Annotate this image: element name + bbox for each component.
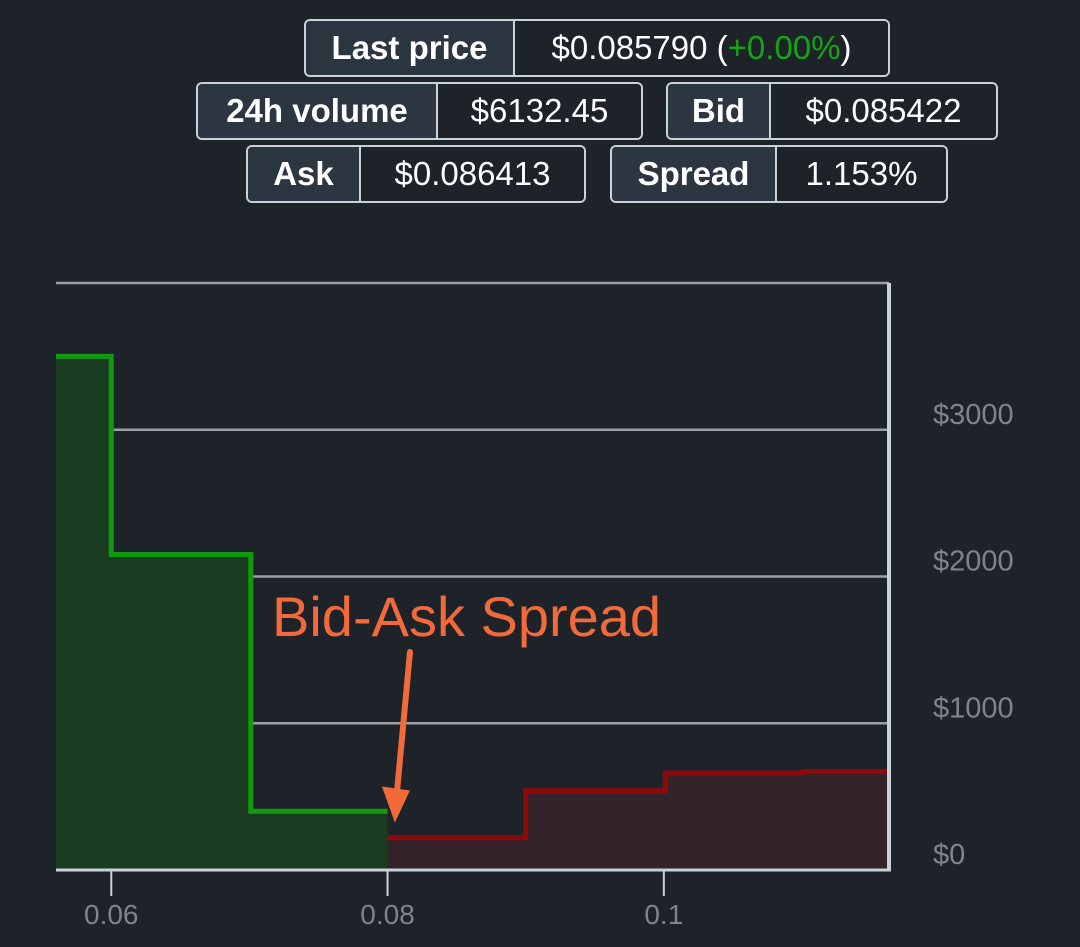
- axes: [56, 283, 891, 896]
- stat-value: 1.153%: [777, 147, 946, 201]
- bid-depth-fill: [56, 356, 388, 870]
- bid-depth-line: [56, 353, 388, 814]
- stat-label: Ask: [248, 147, 361, 201]
- stat-label: 24h volume: [198, 84, 438, 138]
- price-change: +0.00%: [727, 29, 841, 66]
- ask-depth-fill: [387, 771, 889, 870]
- x-tick-label: 0.1: [644, 899, 683, 930]
- x-tick-label: 0.08: [360, 899, 415, 930]
- stat-spread: Spread 1.153%: [610, 145, 948, 203]
- ask-depth-line: [387, 769, 889, 841]
- stat-value: $0.085790 (+0.00%): [515, 21, 888, 75]
- annotation-arrow-shaft: [393, 649, 413, 796]
- y-tick-label: $2000: [933, 546, 1014, 578]
- stat-ask: Ask $0.086413: [246, 145, 586, 203]
- stat-value: $0.085422: [771, 84, 996, 138]
- y-tick-label: $0: [933, 839, 965, 871]
- tick-labels: 0.06 0.08 0.1 $0 $1000 $2000 $3000: [84, 399, 1014, 930]
- paren-open: (: [716, 29, 728, 66]
- y-tick-label: $3000: [933, 399, 1014, 431]
- paren-close: ): [840, 29, 852, 66]
- stat-last-price: Last price $0.085790 (+0.00%): [304, 19, 890, 77]
- stat-bid: Bid $0.085422: [666, 82, 998, 140]
- last-price-value: $0.085790: [551, 29, 708, 66]
- stat-label: Spread: [612, 147, 777, 201]
- y-tick-label: $1000: [933, 692, 1014, 724]
- x-tick-label: 0.06: [84, 899, 139, 930]
- annotation-label: Bid-Ask Spread: [272, 585, 661, 648]
- stat-label: Bid: [668, 84, 771, 138]
- annotations: Bid-Ask Spread: [272, 585, 661, 823]
- annotation-arrow-head: [381, 786, 410, 823]
- stat-label: Last price: [306, 21, 515, 75]
- depth-areas: [56, 353, 889, 870]
- stat-24h-volume: 24h volume $6132.45: [196, 82, 643, 140]
- stat-value: $6132.45: [438, 84, 641, 138]
- stat-value: $0.086413: [361, 147, 584, 201]
